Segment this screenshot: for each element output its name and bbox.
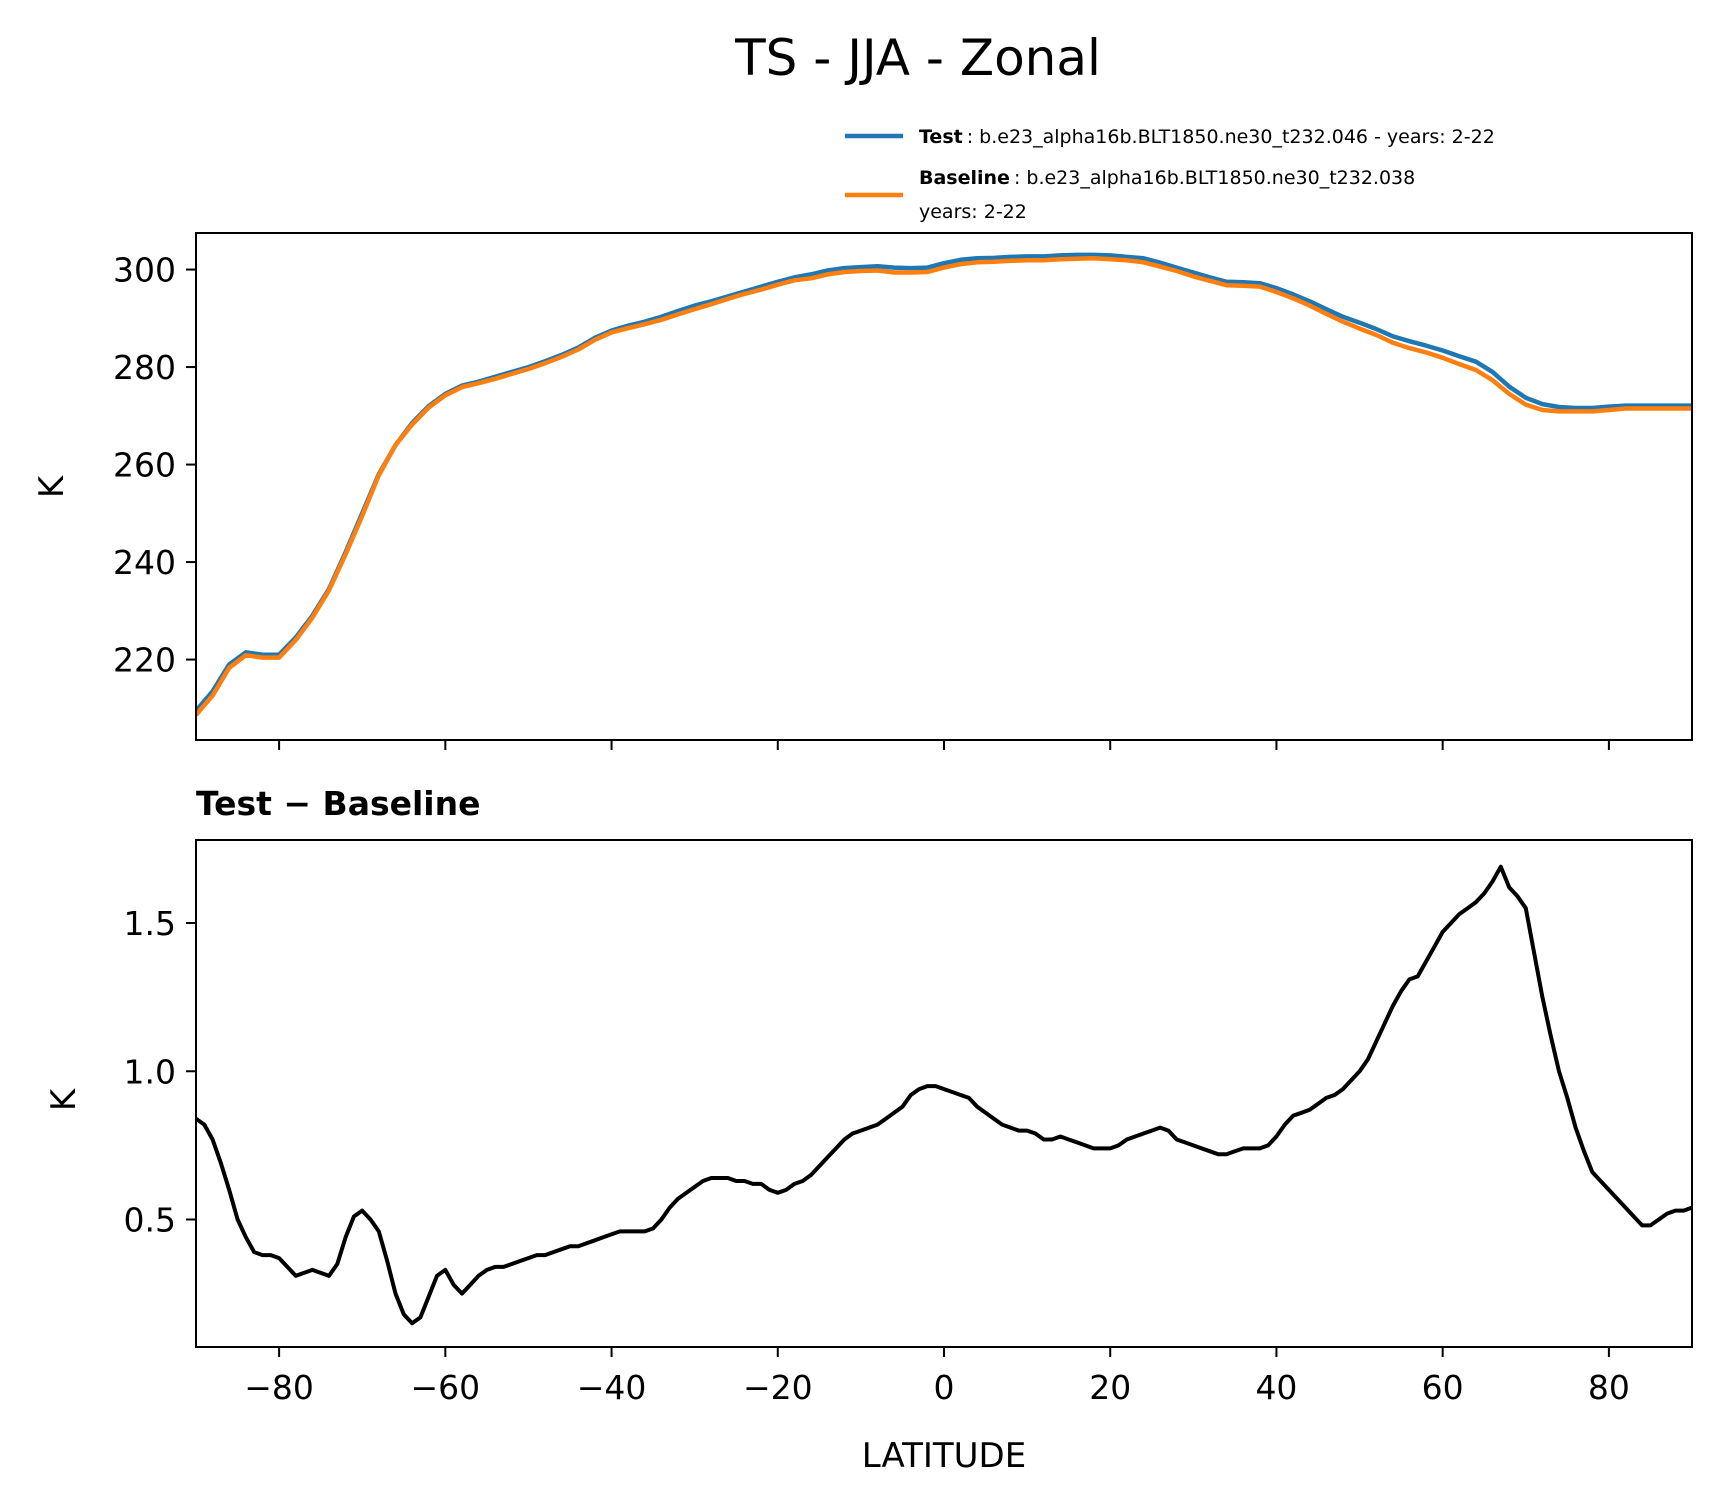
bottom-x-tick-label: 80 [1588,1368,1630,1407]
bottom-x-tick-label: −60 [411,1368,481,1407]
bottom-x-tick-label: 40 [1255,1368,1297,1407]
legend-entry-test: Test: b.e23_alpha16b.BLT1850.ne30_t232.0… [919,126,1495,148]
x-axis-label: LATITUDE [862,1436,1026,1476]
bottom-x-tick-label: 0 [934,1368,955,1407]
top-y-tick-label: 300 [113,251,176,290]
legend-test-text: : b.e23_alpha16b.BLT1850.ne30_t232.046 -… [967,126,1495,148]
top-y-tick-label: 260 [113,446,176,485]
legend-baseline-name: Baseline [919,167,1010,189]
bottom-y-tick-label: 0.5 [124,1201,176,1240]
top-y-tick-label: 220 [113,641,176,680]
bottom-x-tick-label: 60 [1422,1368,1464,1407]
legend-test-name: Test [919,126,963,148]
bottom-y-tick-label: 1.0 [124,1052,176,1091]
bottom-panel-title: Test − Baseline [196,784,481,823]
bottom-x-tick-label: −20 [743,1368,813,1407]
top-panel: 220 240 260 280 300 K [32,232,1693,750]
bottom-x-axis: −80 −60 −40 −20 0 20 40 60 80 [244,1347,1630,1407]
bottom-x-tick-label: −80 [244,1368,314,1407]
bottom-y-tick-label: 1.5 [124,904,176,943]
top-y-tick-label: 240 [113,543,176,582]
bottom-plot-area [196,864,1692,1326]
legend-entry-baseline: Baseline: b.e23_alpha16b.BLT1850.ne30_t2… [919,167,1415,189]
figure-title: TS - JJA - Zonal [734,29,1101,87]
bottom-panel: Test − Baseline 0.5 1.0 1.5 −80 −60 −40 −20 0 2… [44,784,1693,1476]
series-line-difference [196,864,1692,1326]
top-y-tick-label: 280 [113,348,176,387]
top-y-axis: 220 240 260 280 300 [113,251,196,680]
bottom-x-tick-label: −40 [577,1368,647,1407]
legend-baseline-text: : b.e23_alpha16b.BLT1850.ne30_t232.038 [1014,167,1415,189]
top-plot-area [196,252,1692,717]
series-line-baseline [196,256,1692,717]
bottom-y-axis-label: K [44,1087,84,1111]
top-x-axis [278,740,1610,750]
bottom-y-axis: 0.5 1.0 1.5 [124,904,196,1240]
top-y-axis-label: K [32,474,72,498]
legend-baseline-years: years: 2-22 [919,201,1027,223]
legend: Test: b.e23_alpha16b.BLT1850.ne30_t232.0… [845,126,1495,223]
bottom-x-tick-label: 20 [1089,1368,1131,1407]
